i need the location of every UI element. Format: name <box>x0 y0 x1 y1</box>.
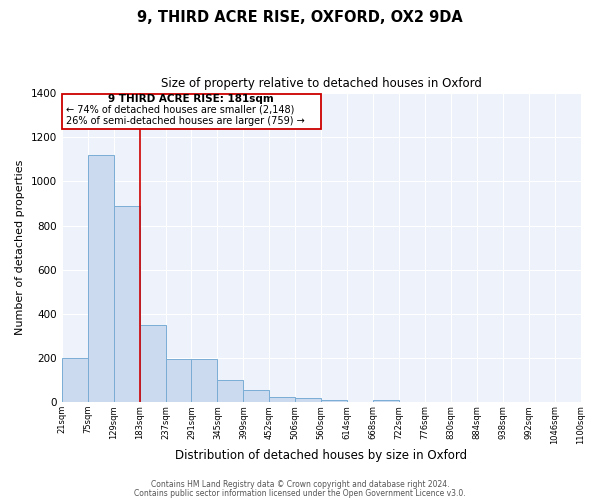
Text: 9 THIRD ACRE RISE: 181sqm: 9 THIRD ACRE RISE: 181sqm <box>109 94 274 104</box>
Bar <box>244 390 269 402</box>
Bar <box>295 398 321 402</box>
Bar <box>191 359 217 402</box>
Bar <box>88 155 113 402</box>
Text: Contains HM Land Registry data © Crown copyright and database right 2024.: Contains HM Land Registry data © Crown c… <box>151 480 449 489</box>
X-axis label: Distribution of detached houses by size in Oxford: Distribution of detached houses by size … <box>175 450 467 462</box>
Bar <box>373 400 399 402</box>
Y-axis label: Number of detached properties: Number of detached properties <box>15 160 25 336</box>
Title: Size of property relative to detached houses in Oxford: Size of property relative to detached ho… <box>161 78 482 90</box>
Text: 26% of semi-detached houses are larger (759) →: 26% of semi-detached houses are larger (… <box>65 116 304 126</box>
Bar <box>269 396 295 402</box>
Bar <box>166 359 191 402</box>
Bar <box>62 358 88 402</box>
Bar <box>113 206 140 402</box>
Text: ← 74% of detached houses are smaller (2,148): ← 74% of detached houses are smaller (2,… <box>65 104 294 115</box>
Text: Contains public sector information licensed under the Open Government Licence v3: Contains public sector information licen… <box>134 488 466 498</box>
Text: 9, THIRD ACRE RISE, OXFORD, OX2 9DA: 9, THIRD ACRE RISE, OXFORD, OX2 9DA <box>137 10 463 25</box>
Bar <box>217 380 244 402</box>
FancyBboxPatch shape <box>62 94 321 130</box>
Bar <box>321 400 347 402</box>
Bar <box>140 325 166 402</box>
